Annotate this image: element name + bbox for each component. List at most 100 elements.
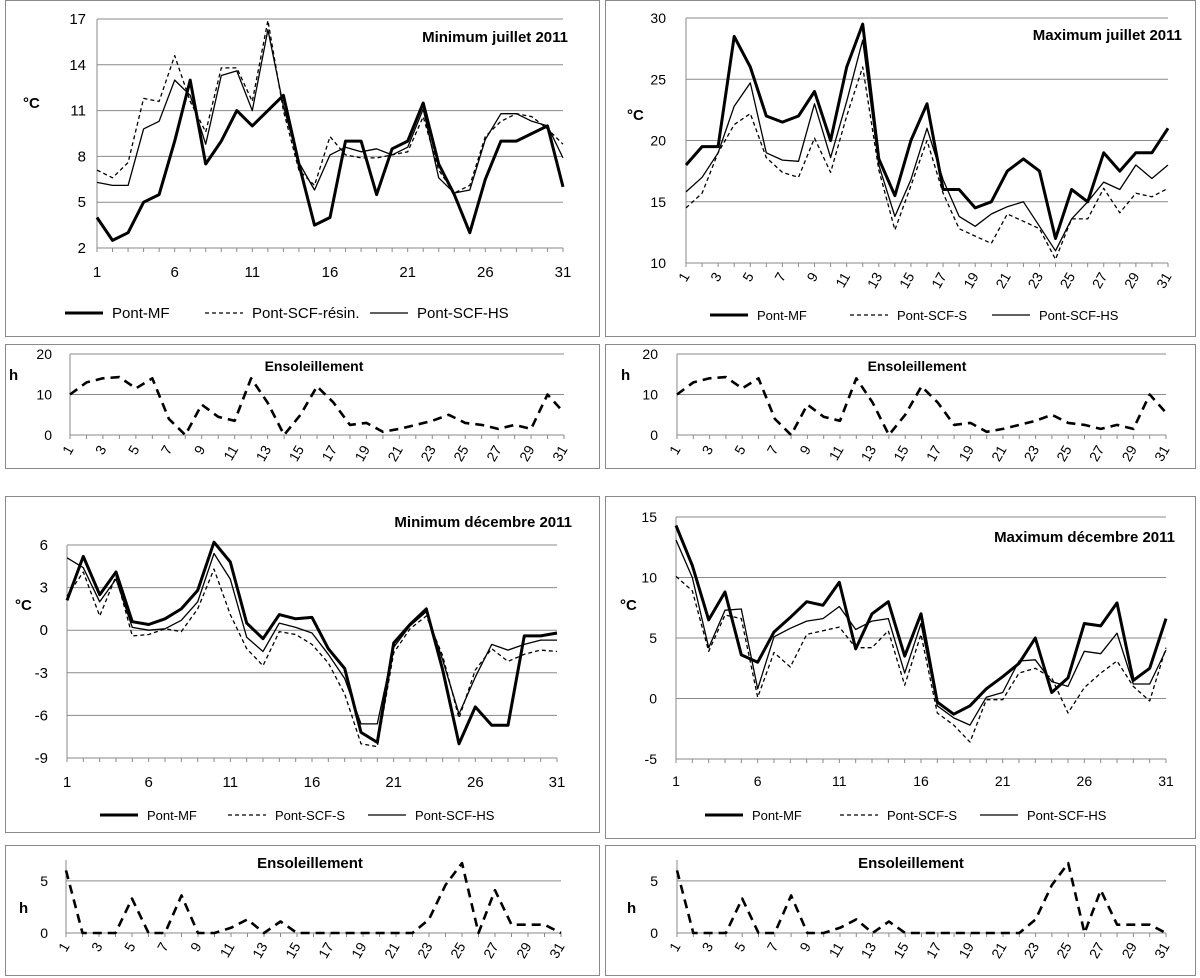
series-line-1	[96, 19, 564, 194]
series-line-0	[69, 375, 565, 437]
x-tick-label: 27	[1089, 269, 1111, 291]
y-tick-label: 2	[78, 240, 86, 257]
x-tick-label: 13	[249, 939, 271, 961]
y-tick-label: 0	[649, 691, 657, 707]
series-line-1	[685, 66, 1169, 260]
y-tick-label: 0	[44, 427, 52, 443]
legend-label: Pont-SCF-HS	[415, 808, 495, 823]
y-axis-label: °C	[15, 597, 32, 614]
series-line-0	[675, 861, 1167, 935]
chart-frame	[605, 496, 1196, 839]
x-tick-label: 31	[549, 774, 566, 791]
series-line-0	[64, 861, 562, 935]
x-tick-label: 11	[825, 442, 846, 463]
x-tick-label: 21	[399, 264, 416, 281]
x-tick-label: 11	[223, 774, 239, 791]
chart-title: Ensoleillement	[257, 855, 363, 872]
chart-title: Ensoleillement	[265, 358, 364, 374]
legend-label: Pont-SCF-HS	[1027, 808, 1107, 823]
y-tick-label: 0	[650, 925, 658, 941]
x-tick-label: 27	[483, 442, 505, 464]
x-tick-label: 11	[832, 269, 853, 290]
x-tick-label: 31	[549, 442, 571, 464]
y-axis-label: °C	[620, 597, 637, 614]
chart-title: Maximum décembre 2011	[994, 529, 1175, 546]
chart-7: 051 3 5 7 9 11 13 15 17 19 21 23 25 27 29 31hEnsoleille…	[605, 845, 1196, 976]
x-tick-label: 6	[170, 264, 178, 281]
x-tick-label: 21	[385, 774, 402, 791]
x-tick-label: 11	[220, 442, 241, 463]
y-tick-label: -5	[645, 751, 658, 767]
x-tick-label: 27	[1086, 939, 1108, 961]
y-tick-label: 17	[69, 11, 86, 28]
y-tick-label: 5	[649, 630, 657, 646]
y-axis-label: h	[627, 900, 636, 917]
x-tick-label: 1	[672, 773, 680, 789]
x-tick-label: 25	[1053, 442, 1075, 464]
y-tick-label: 10	[641, 570, 657, 586]
chart-frame	[605, 344, 1196, 469]
x-tick-label: 11	[825, 939, 846, 960]
x-tick-label: 17	[923, 939, 945, 961]
x-tick-label: 17	[923, 442, 945, 464]
x-tick-label: 29	[1118, 939, 1140, 961]
x-tick-label: 17	[928, 269, 950, 291]
legend-label: Pont-SCF-S	[887, 808, 957, 823]
chart-title: Ensoleillement	[858, 855, 964, 872]
x-tick-label: 21	[384, 442, 406, 464]
y-tick-label: 30	[650, 10, 666, 26]
y-axis-label: °C	[23, 95, 40, 112]
x-tick-label: 25	[447, 939, 469, 961]
y-tick-label: 0	[40, 622, 48, 639]
chart-title: Maximum juillet 2011	[1033, 27, 1182, 44]
x-tick-label: 13	[858, 442, 880, 464]
series-line-0	[95, 78, 565, 242]
y-tick-label: 14	[69, 57, 86, 74]
x-tick-label: 6	[754, 773, 762, 789]
legend-label: Pont-MF	[757, 308, 807, 323]
y-axis-label: °C	[627, 107, 644, 124]
y-tick-label: 20	[36, 346, 52, 362]
x-tick-label: 15	[285, 442, 307, 464]
legend-label: Pont-SCF-S	[897, 308, 967, 323]
chart-6: 051 3 5 7 9 11 13 15 17 19 21 23 25 27 29 31hEnsoleille…	[5, 845, 600, 976]
x-tick-label: 26	[477, 264, 494, 281]
x-tick-label: 19	[351, 442, 373, 464]
x-tick-label: 23	[414, 939, 436, 961]
y-tick-label: 15	[641, 509, 657, 525]
x-tick-label: 21	[988, 442, 1010, 464]
y-tick-label: 3	[40, 580, 48, 597]
series-line-0	[65, 540, 558, 746]
x-tick-label: 23	[417, 442, 439, 464]
series-line-2	[96, 29, 564, 194]
x-tick-label: 19	[960, 269, 982, 291]
chart-title: Minimum décembre 2011	[394, 514, 572, 531]
x-tick-label: 19	[955, 939, 977, 961]
x-tick-label: 29	[1121, 269, 1143, 291]
x-tick-label: 31	[555, 264, 572, 281]
x-tick-label: 17	[315, 939, 337, 961]
y-tick-label: 20	[650, 133, 666, 149]
x-tick-label: 21	[995, 773, 1011, 789]
legend-label: Pont-SCF-S	[275, 808, 345, 823]
chart-frame	[5, 496, 600, 833]
x-tick-label: 16	[304, 774, 321, 791]
legend-label: Pont-MF	[147, 808, 197, 823]
chart-title: Minimum juillet 2011	[422, 29, 568, 46]
x-tick-label: 23	[1024, 269, 1046, 291]
y-tick-label: -6	[35, 707, 48, 724]
chart-frame	[5, 845, 600, 976]
x-tick-label: 31	[1151, 939, 1173, 961]
x-tick-label: 19	[955, 442, 977, 464]
x-tick-label: 15	[890, 442, 912, 464]
x-tick-label: 16	[913, 773, 929, 789]
y-tick-label: 15	[650, 194, 666, 210]
y-axis-label: h	[19, 900, 28, 917]
x-tick-label: 11	[245, 264, 261, 281]
x-tick-label: 23	[1021, 939, 1043, 961]
series-line-2	[685, 39, 1169, 252]
x-tick-label: 17	[318, 442, 340, 464]
